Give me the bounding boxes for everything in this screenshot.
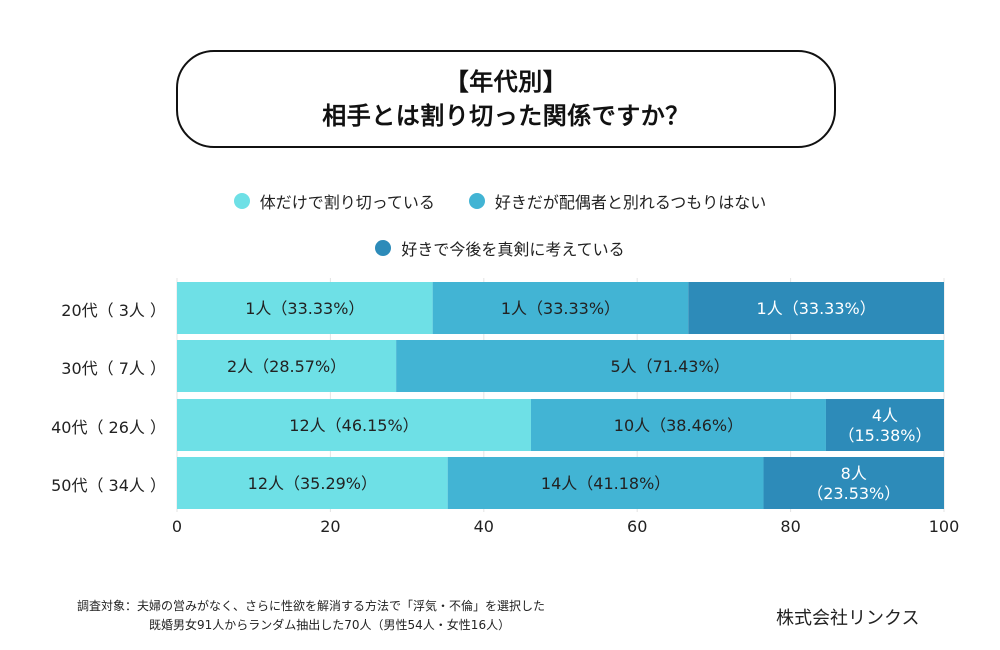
bar-label-2-series-1: 10人（38.46%） [614,416,743,435]
legend-row-1: 体だけで割り切っている 好きだが配偶者と別れるつもりはない [0,189,1000,213]
bar-label-3-series-1: 14人（41.18%） [541,474,670,493]
chart-title-line2: 相手とは割り切った関係ですか？ [322,102,690,130]
legend-dot-icon [375,240,392,256]
x-tick-60: 60 [627,517,648,536]
bar-2-series-0 [177,399,531,451]
bar-0-series-1 [432,282,689,334]
survey-note-line2: 既婚男女91人からランダム抽出した70人（男性54人・女性16人） [149,618,511,632]
bar-label-3-series-2: 8人（23.53%） [807,464,900,503]
y-label-30s: 30代（ 7人 ） [61,359,166,378]
bar-3-series-1 [447,457,764,509]
legend-row-2: 好きで今後を真剣に考えている [0,236,1000,260]
x-tick-80: 80 [780,517,801,536]
survey-note: 調査対象：夫婦の営みがなく、さらに性欲を解消する方法で「浮気・不倫」を選択した … [77,597,545,635]
y-label-40s: 40代（ 26人 ） [51,418,166,437]
y-label-20s: 20代（ 3人 ） [61,301,166,320]
bar-2-series-2 [825,399,944,451]
x-tick-40: 40 [473,517,494,536]
bar-0-series-2 [688,282,944,334]
chart-title-line1: 【年代別】 [444,68,568,96]
bar-label-1-series-1: 5人（71.43%） [610,357,729,376]
bar-0-series-0 [177,282,433,334]
legend-label: 体だけで割り切っている [259,193,435,212]
legend-item-series-2: 好きで今後を真剣に考えている [375,236,625,260]
legend-label: 好きだが配偶者と別れるつもりはない [494,193,767,212]
bar-3-series-2 [763,457,944,509]
bar-2-series-1 [530,399,826,451]
bar-label-3-series-0: 12人（35.29%） [248,474,377,493]
bar-label-2-series-0: 12人（46.15%） [289,416,418,435]
x-tick-20: 20 [320,517,341,536]
x-tick-100: 100 [928,517,960,536]
legend-dot-icon [233,193,250,209]
bar-label-2-series-2: 4人（15.38%） [838,406,931,445]
bar-1-series-1 [396,340,944,392]
bar-1-series-0 [177,340,397,392]
company-name: 株式会社リンクス [776,608,920,629]
survey-note-line1: 調査対象：夫婦の営みがなく、さらに性欲を解消する方法で「浮気・不倫」を選択した [77,599,546,613]
bar-label-0-series-2: 1人（33.33%） [757,299,876,318]
legend-label: 好きで今後を真剣に考えている [401,240,625,259]
bar-label-0-series-0: 1人（33.33%） [245,299,364,318]
bar-3-series-0 [177,457,448,509]
bar-label-1-series-0: 2人（28.57%） [227,357,346,376]
x-tick-0: 0 [171,517,183,536]
legend-dot-icon [468,193,485,209]
bar-label-0-series-1: 1人（33.33%） [501,299,620,318]
legend-item-series-1: 好きだが配偶者と別れるつもりはない [468,189,767,213]
title-box: 【年代別】 相手とは割り切った関係ですか？ [176,50,836,148]
y-label-50s: 50代（ 34人 ） [51,476,166,495]
legend-item-series-0: 体だけで割り切っている [233,189,435,213]
